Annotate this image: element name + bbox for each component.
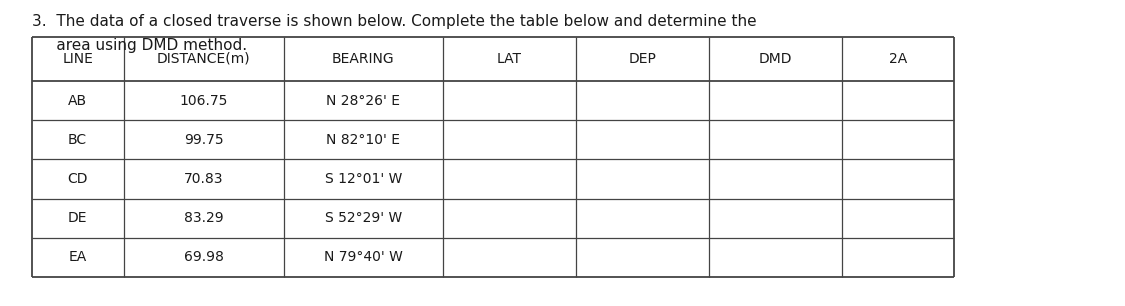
Text: 3.  The data of a closed traverse is shown below. Complete the table below and d: 3. The data of a closed traverse is show… bbox=[32, 14, 756, 29]
Text: 106.75: 106.75 bbox=[180, 94, 227, 108]
Text: DEP: DEP bbox=[629, 52, 656, 66]
Text: area using DMD method.: area using DMD method. bbox=[32, 38, 246, 53]
Text: 83.29: 83.29 bbox=[183, 211, 224, 225]
Text: N 79°40' W: N 79°40' W bbox=[324, 250, 403, 264]
Text: S 52°29' W: S 52°29' W bbox=[325, 211, 402, 225]
Text: LAT: LAT bbox=[497, 52, 522, 66]
Text: BC: BC bbox=[69, 133, 88, 147]
Text: LINE: LINE bbox=[62, 52, 93, 66]
Text: 2A: 2A bbox=[889, 52, 907, 66]
Text: 70.83: 70.83 bbox=[183, 172, 224, 186]
Text: DMD: DMD bbox=[758, 52, 792, 66]
Text: AB: AB bbox=[69, 94, 88, 108]
Text: 69.98: 69.98 bbox=[183, 250, 224, 264]
Text: DE: DE bbox=[68, 211, 88, 225]
Text: 99.75: 99.75 bbox=[183, 133, 224, 147]
Text: N 82°10' E: N 82°10' E bbox=[326, 133, 400, 147]
Text: S 12°01' W: S 12°01' W bbox=[325, 172, 402, 186]
Text: N 28°26' E: N 28°26' E bbox=[326, 94, 400, 108]
Text: BEARING: BEARING bbox=[332, 52, 395, 66]
Text: CD: CD bbox=[68, 172, 88, 186]
Text: EA: EA bbox=[69, 250, 87, 264]
Text: DISTANCE(m): DISTANCE(m) bbox=[156, 52, 251, 66]
